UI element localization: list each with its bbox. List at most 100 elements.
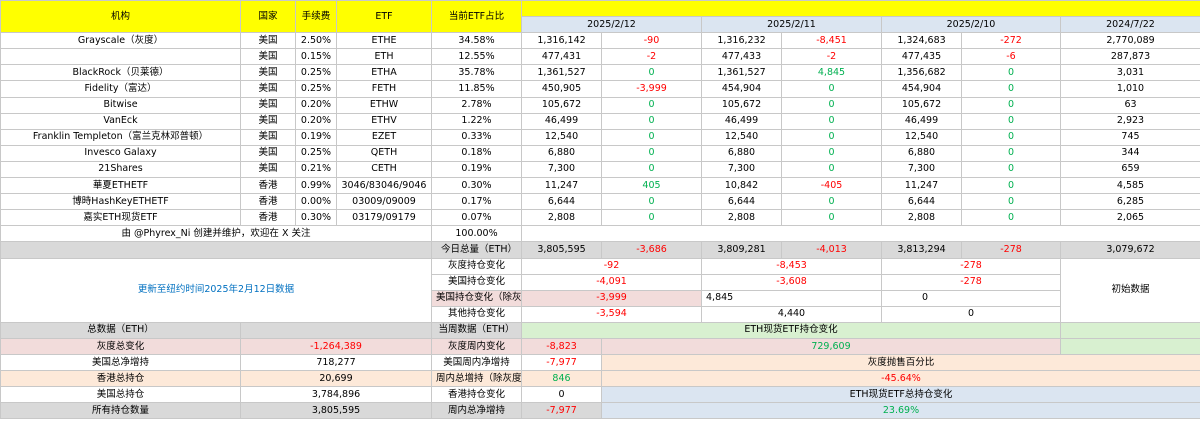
etf-row: 博時HashKeyETHETF 香港 0.00% 03009/09009 0.17% 6,… — [0, 193, 1200, 211]
summary-mid-label-3: 香港持仓变化 — [431, 386, 522, 404]
etf-ticker: QETH — [336, 144, 432, 162]
etf-share: 0.33% — [431, 128, 522, 146]
etf-country: 香港 — [240, 193, 296, 211]
etf-change-1: 405 — [601, 177, 702, 195]
totals-label: 今日总量（ETH） — [431, 241, 522, 259]
etf-name: Franklin Templeton（富兰克林邓普顿） — [0, 128, 241, 146]
etf-change-2: 0 — [781, 112, 882, 130]
etf-holding-1: 46,499 — [521, 112, 602, 130]
etf-change-3: 0 — [961, 80, 1061, 98]
etf-change-2: 4,845 — [781, 64, 882, 82]
summary-row-0: 灰度总变化 -1,264,389 灰度周内变化 -8,823 729,609 — [0, 337, 1200, 356]
etf-holding-1: 11,247 — [521, 177, 602, 195]
etf-change-3: 0 — [961, 64, 1061, 82]
etf-change-1: -3,999 — [601, 80, 702, 98]
etf-country: 美国 — [240, 48, 296, 66]
etf-row: Invesco Galaxy 美国 0.25% QETH 0.18% 6,880 0 6,88… — [0, 144, 1200, 162]
etf-share: 35.78% — [431, 64, 522, 82]
change-label-3: 其他持仓变化 — [431, 305, 522, 323]
change-label-0: 灰度持仓变化 — [431, 257, 522, 275]
summary-mid-label-0-text: 灰度周内变化 — [447, 340, 505, 352]
etf-fee: 0.25% — [295, 80, 337, 98]
etf-share: 0.17% — [431, 193, 522, 211]
etf-fee: 0.19% — [295, 128, 337, 146]
etf-ticker: ETH — [336, 48, 432, 66]
summary-left-label-1: 美国总净增持 — [0, 354, 241, 372]
etf-change-3: 0 — [961, 96, 1061, 114]
etf-name: 華夏ETHETF — [0, 177, 241, 195]
etf-holding-1: 6,644 — [521, 193, 602, 211]
etf-ticker: ETHE — [336, 32, 432, 50]
etf-name: BlackRock（贝莱德） — [0, 64, 241, 82]
etf-change-2: -8,451 — [781, 32, 882, 50]
etf-holding-1: 6,880 — [521, 144, 602, 162]
etf-change-2: 0 — [781, 128, 882, 146]
etf-holding-3: 1,324,683 — [881, 32, 962, 50]
total-change-value: 23.69% — [601, 402, 1200, 420]
week-header: 当周数据（ETH） — [431, 321, 522, 339]
change-1-d1: -4,091 — [521, 273, 702, 291]
change-2-d2: 4,845 — [701, 289, 882, 307]
etf-row: Grayscale（灰度） 美国 2.50% ETHE 34.58% 1,316,142-… — [0, 32, 1200, 50]
etf-holding-4: 287,873 — [1060, 48, 1200, 66]
etf-row: 嘉实ETH现货ETF 香港 0.30% 03179/09179 0.07% 2,808 0 2… — [0, 209, 1200, 227]
etf-share: 0.19% — [431, 160, 522, 179]
etf-holding-4: 745 — [1060, 128, 1200, 146]
credit-share: 100.00% — [431, 225, 522, 243]
change-3-d3: 0 — [881, 305, 1061, 323]
change-0-d2: -8,453 — [701, 257, 882, 275]
etf-holding-4: 2,923 — [1060, 112, 1200, 130]
etf-share: 34.58% — [431, 32, 522, 50]
etf-holding-2: 7,300 — [701, 160, 782, 179]
summary-left-value-1: 718,277 — [240, 354, 432, 372]
etf-change-1: 0 — [601, 64, 702, 82]
etf-share: 2.78% — [431, 96, 522, 114]
etf-ticker: ETHA — [336, 64, 432, 82]
change-row-other: 其他持仓变化 -3,594 4,440 0 — [1, 305, 1200, 323]
etf-change-2: 0 — [781, 80, 882, 98]
etf-holding-2: 46,499 — [701, 112, 782, 130]
etf-ticker: 3046/83046/9046 — [336, 177, 432, 195]
etf-row: 華夏ETHETF 香港 0.99% 3046/83046/9046 0.30% 11,24… — [0, 177, 1200, 195]
totals-v1: 3,805,595 — [521, 241, 602, 259]
summary-header-row: 总数据（ETH） 当周数据（ETH） ETH现货ETF持仓变化 — [0, 321, 1200, 339]
totals-c1: -3,686 — [601, 241, 702, 259]
gray-sell-value: -45.64% — [601, 370, 1200, 388]
credit-row: 由 @Phyrex_Ni 创建并维护，欢迎在 X 关注 100.00% — [0, 225, 1200, 243]
etf-country: 美国 — [240, 80, 296, 98]
change-label-1: 美国持仓变化 — [431, 273, 522, 291]
etf-change-2: 0 — [781, 160, 882, 179]
date-4: 2024/7/22 — [1060, 16, 1200, 34]
summary-left-value-0: -1,264,389 — [240, 337, 432, 356]
change-row-us: 美国持仓变化 -4,091 -3,608 -278 — [1, 273, 1200, 291]
etf-change-1: 0 — [601, 96, 702, 114]
change-3-d2: 4,440 — [701, 305, 882, 323]
etf-name: 博時HashKeyETHETF — [0, 193, 241, 211]
summary-mid-value-3: 0 — [521, 386, 602, 404]
etf-fee: 0.25% — [295, 144, 337, 162]
etf-fee: 0.20% — [295, 96, 337, 114]
etf-change-2: 0 — [781, 96, 882, 114]
etf-holding-3: 454,904 — [881, 80, 962, 98]
summary-left-value-4: 3,805,595 — [240, 402, 432, 420]
credit-text: 由 @Phyrex_Ni 创建并维护，欢迎在 X 关注 — [0, 225, 432, 243]
etf-holding-1: 477,431 — [521, 48, 602, 66]
etf-country: 美国 — [240, 32, 296, 50]
etf-ticker: EZET — [336, 128, 432, 146]
etf-change-2: 0 — [781, 144, 882, 162]
etf-change-3: 0 — [961, 209, 1061, 227]
etf-share: 0.07% — [431, 209, 522, 227]
etf-holdings-table: 机构 国家 手续费 ETF 当前ETF占比 2025/2/12 2025/2/1… — [0, 0, 1200, 420]
totals-v2: 3,809,281 — [701, 241, 782, 259]
summary-row-1: 美国总净增持 718,277 美国周内净增持 -7,977 灰度抛售百分比 — [0, 354, 1200, 372]
date-3: 2025/2/10 — [881, 16, 1061, 34]
etf-holding-4: 6,285 — [1060, 193, 1200, 211]
etf-holding-3: 46,499 — [881, 112, 962, 130]
etf-share: 0.18% — [431, 144, 522, 162]
etf-holding-3: 7,300 — [881, 160, 962, 179]
spot-change-header: ETH现货ETF持仓变化 — [521, 321, 1061, 339]
etf-name: Grayscale（灰度） — [0, 32, 241, 50]
etf-holding-1: 105,672 — [521, 96, 602, 114]
etf-change-2: 0 — [781, 209, 882, 227]
summary-left-label-2: 香港总持仓 — [0, 370, 241, 388]
